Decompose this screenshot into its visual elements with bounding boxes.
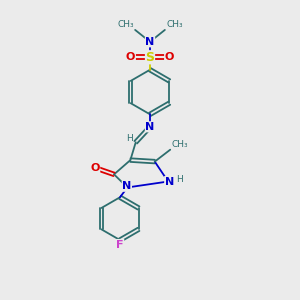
Text: N: N: [146, 37, 154, 47]
Text: O: O: [126, 52, 135, 62]
Text: H: H: [126, 134, 133, 143]
Text: H: H: [176, 175, 183, 184]
Text: F: F: [116, 239, 124, 250]
Text: O: O: [165, 52, 174, 62]
Text: S: S: [146, 51, 154, 64]
Text: CH₃: CH₃: [171, 140, 188, 148]
Text: O: O: [90, 164, 100, 173]
Text: N: N: [122, 181, 131, 191]
Text: CH₃: CH₃: [166, 20, 183, 29]
Text: CH₃: CH₃: [117, 20, 134, 29]
Text: N: N: [165, 176, 174, 187]
Text: N: N: [146, 122, 154, 132]
